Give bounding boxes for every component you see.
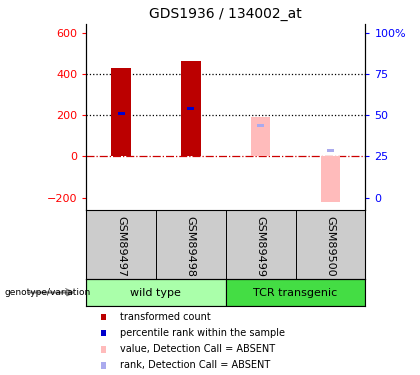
Text: percentile rank within the sample: percentile rank within the sample [120,328,285,338]
Text: GSM89498: GSM89498 [186,216,196,276]
Bar [257,124,264,127]
Title: GDS1936 / 134002_at: GDS1936 / 134002_at [150,7,302,21]
Bar [251,117,270,156]
Bar [86,279,226,306]
Text: GSM89499: GSM89499 [256,216,266,276]
Text: rank, Detection Call = ABSENT: rank, Detection Call = ABSENT [120,360,270,370]
Text: wild type: wild type [131,288,181,297]
Text: value, Detection Call = ABSENT: value, Detection Call = ABSENT [120,344,275,354]
Text: transformed count: transformed count [120,312,210,322]
Bar [226,279,365,306]
Text: GSM89500: GSM89500 [326,216,336,276]
Text: TCR transgenic: TCR transgenic [253,288,338,297]
Bar [187,107,194,111]
Bar [181,61,201,156]
Bar [118,111,124,115]
Bar [327,149,334,152]
Bar [321,156,340,202]
Text: GSM89497: GSM89497 [116,216,126,276]
Bar [111,68,131,156]
Text: genotype/variation: genotype/variation [4,288,90,297]
